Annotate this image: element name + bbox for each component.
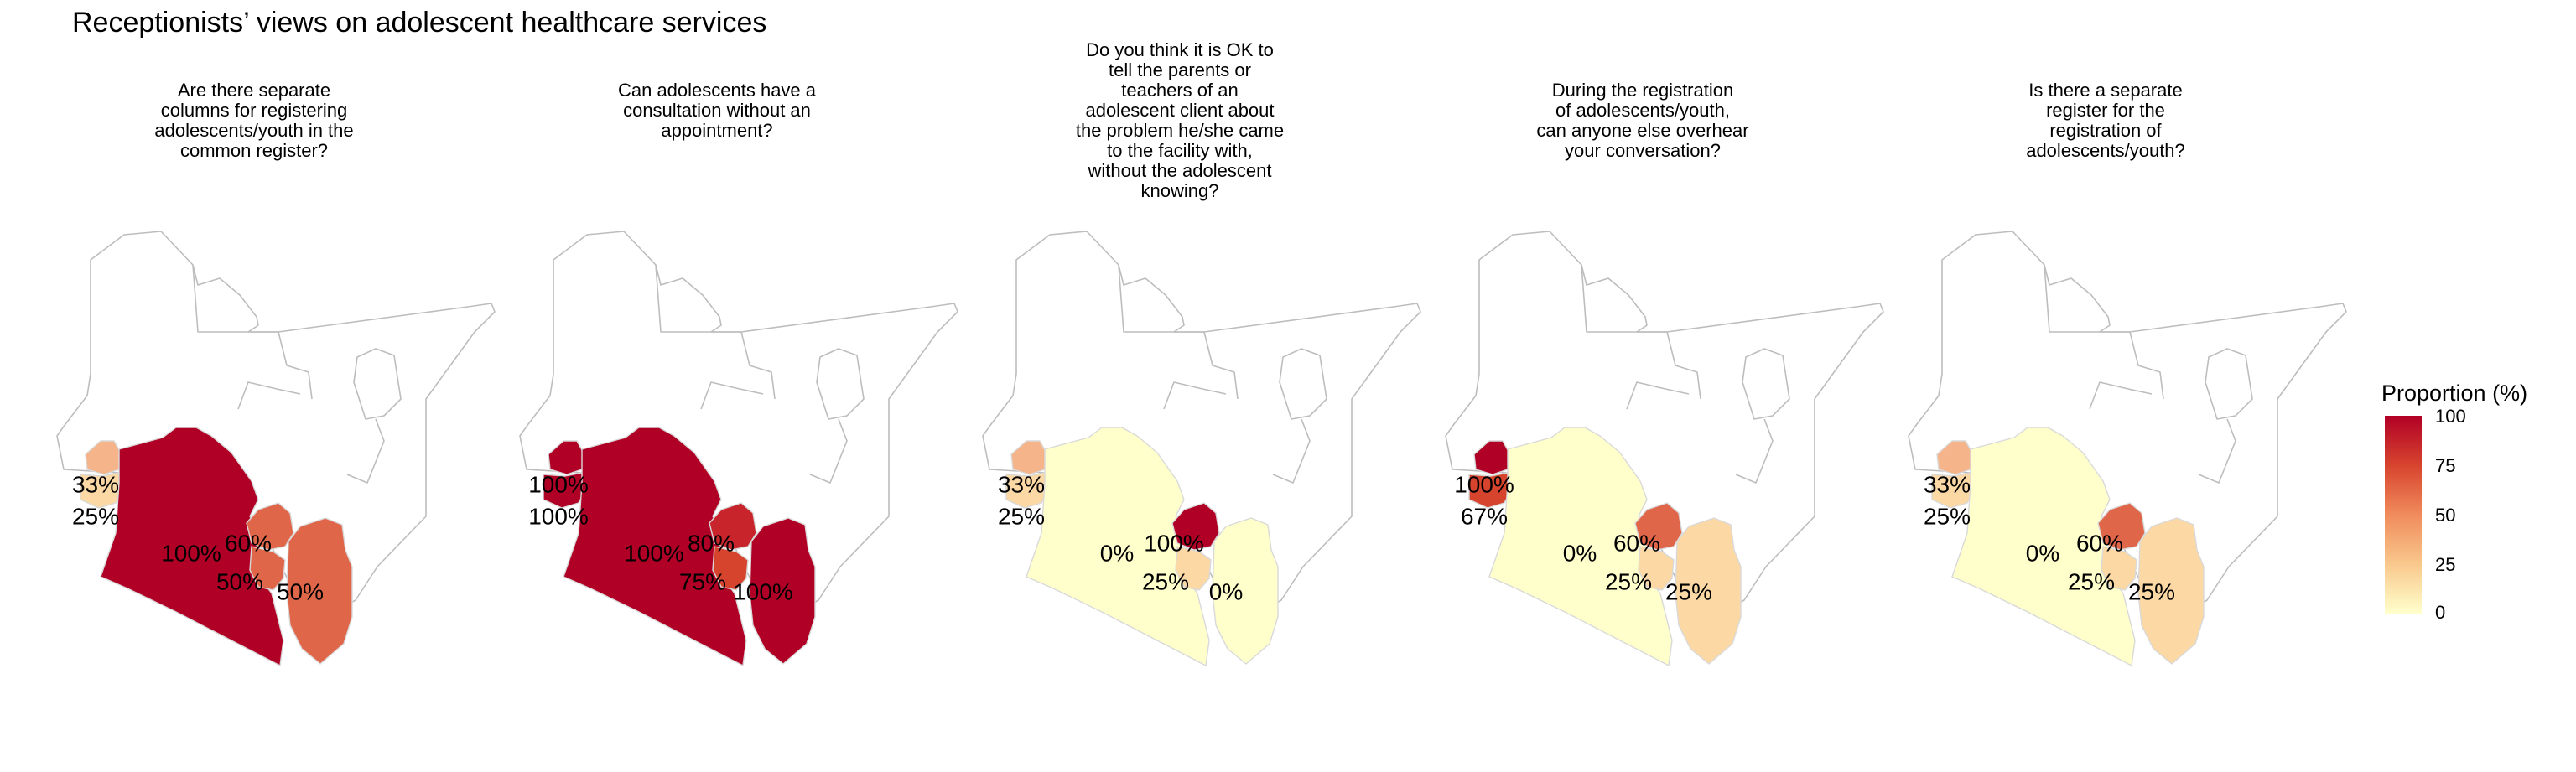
legend-label-0: 0	[2435, 602, 2446, 623]
regions	[543, 427, 816, 666]
region-eastern	[286, 517, 353, 665]
label-west-south: 25%	[72, 503, 119, 529]
region-west-north	[548, 440, 586, 475]
map-panel-3: Do you think it is OK to tell the parent…	[958, 40, 1421, 684]
region-nairobi	[1175, 546, 1212, 591]
map-canvas: 33% 25% 0% 100% 25% 0%	[982, 231, 1421, 666]
label-central: 100%	[1144, 530, 1204, 556]
label-nairobi: 25%	[1605, 568, 1652, 594]
label-eastern: 100%	[733, 578, 793, 604]
label-west-north: 100%	[1454, 471, 1514, 497]
region-labels: 100% 100% 100% 80% 75% 100%	[528, 471, 793, 604]
region-eastern	[749, 517, 816, 665]
legend-tick-50	[2422, 515, 2428, 516]
region-west-north	[1936, 440, 1975, 475]
label-eastern: 0%	[1209, 578, 1243, 604]
country-outline	[1445, 231, 1884, 626]
label-eastern: 50%	[277, 578, 324, 604]
region-labels: 33% 25% 0% 100% 25% 0%	[998, 471, 1243, 604]
panel-title: Is there a separate register for the reg…	[2026, 80, 2185, 161]
label-eastern: 25%	[1665, 578, 1712, 604]
legend-label-25: 25	[2435, 554, 2456, 575]
label-nairobi: 50%	[216, 568, 263, 594]
legend-label-100: 100	[2435, 406, 2466, 427]
regions	[80, 427, 353, 666]
region-nairobi	[712, 546, 749, 591]
regions	[1468, 427, 1742, 666]
country-outline	[982, 231, 1421, 626]
panel-title: During the registration of adolescents/y…	[1536, 80, 1749, 161]
panel-title: Can adolescents have a consultation with…	[617, 80, 817, 141]
label-west-south: 100%	[528, 503, 589, 529]
region-nairobi	[1638, 546, 1675, 591]
legend-tick-75	[2422, 465, 2428, 467]
region-central	[709, 502, 757, 551]
legend: Proportion (%) 100 75 50 25 0	[2381, 381, 2566, 632]
label-nairobi: 25%	[2068, 568, 2115, 594]
region-central	[2097, 502, 2146, 551]
map-panel-5: Is there a separate register for the reg…	[1883, 80, 2347, 684]
label-eastern: 25%	[2128, 578, 2175, 604]
label-rift: 100%	[161, 540, 221, 566]
label-west-north: 33%	[1924, 471, 1971, 497]
label-rift: 100%	[624, 540, 684, 566]
map-panel-4: During the registration of adolescents/y…	[1420, 80, 1884, 684]
label-west-north: 100%	[528, 471, 589, 497]
panel-title: Are there separate columns for registeri…	[154, 80, 354, 161]
map-panel-1: Are there separate columns for registeri…	[32, 80, 496, 684]
map-canvas: 100% 67% 0% 60% 25% 25%	[1445, 231, 1884, 666]
legend-tick-25	[2422, 564, 2428, 566]
region-eastern	[1212, 517, 1279, 665]
map-canvas: 33% 25% 100% 60% 50% 50%	[56, 231, 496, 666]
map-canvas: 33% 25% 0% 60% 25% 25%	[1908, 231, 2347, 666]
label-central: 80%	[688, 530, 735, 556]
panel-title: Do you think it is OK to tell the parent…	[1075, 39, 1285, 201]
region-nairobi	[2101, 546, 2137, 591]
region-west-north	[85, 440, 123, 475]
region-labels: 33% 25% 100% 60% 50% 50%	[72, 471, 324, 604]
legend-tick-100	[2422, 416, 2428, 417]
label-west-north: 33%	[998, 471, 1045, 497]
region-eastern	[2137, 517, 2205, 665]
label-rift: 0%	[2026, 540, 2059, 566]
region-labels: 100% 67% 0% 60% 25% 25%	[1454, 471, 1712, 604]
label-nairobi: 75%	[679, 568, 726, 594]
region-nairobi	[249, 546, 286, 591]
chart-title: Receptionists’ views on adolescent healt…	[72, 7, 767, 39]
label-central: 60%	[1613, 530, 1660, 556]
region-central	[1634, 502, 1683, 551]
legend-label-50: 50	[2435, 505, 2456, 526]
legend-tick-0	[2422, 612, 2428, 614]
label-rift: 0%	[1563, 540, 1597, 566]
region-eastern	[1675, 517, 1742, 665]
country-outline	[519, 231, 958, 626]
region-central	[246, 502, 294, 551]
label-west-north: 33%	[72, 471, 119, 497]
region-central	[1171, 502, 1220, 551]
label-nairobi: 25%	[1142, 568, 1189, 594]
label-rift: 0%	[1100, 540, 1134, 566]
label-west-south: 25%	[1924, 503, 1971, 529]
legend-label-75: 75	[2435, 455, 2456, 476]
map-panel-2: Can adolescents have a consultation with…	[495, 80, 958, 684]
label-west-south: 67%	[1461, 503, 1508, 529]
country-outline	[1908, 231, 2347, 626]
legend-color-bar	[2385, 416, 2422, 614]
label-central: 60%	[2076, 530, 2123, 556]
country-outline	[56, 231, 496, 626]
map-canvas: 100% 100% 100% 80% 75% 100%	[519, 231, 958, 666]
region-west-north	[1473, 440, 1512, 475]
regions	[1931, 427, 2205, 666]
regions	[1005, 427, 1279, 666]
label-west-south: 25%	[998, 503, 1045, 529]
legend-title: Proportion (%)	[2381, 381, 2528, 406]
region-west-north	[1010, 440, 1049, 475]
region-labels: 33% 25% 0% 60% 25% 25%	[1924, 471, 2175, 604]
label-central: 60%	[225, 530, 272, 556]
